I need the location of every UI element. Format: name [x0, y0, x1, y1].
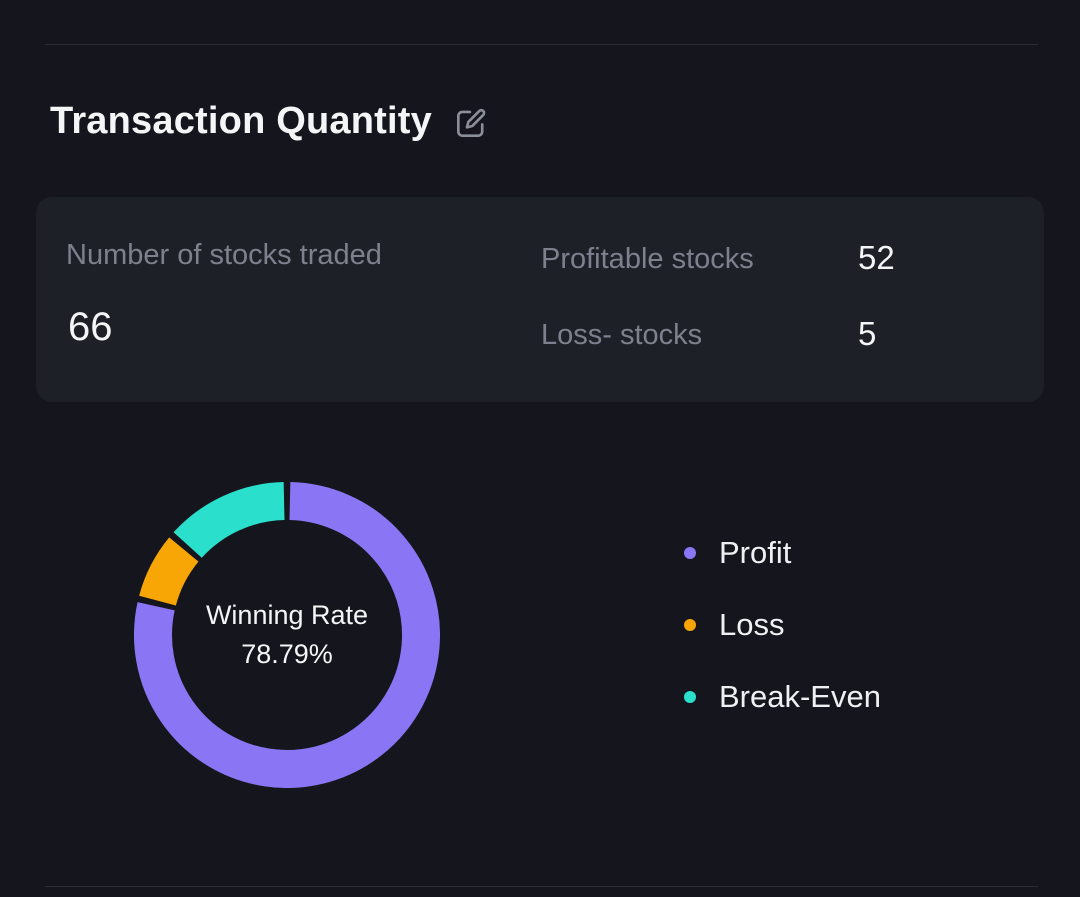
legend-item-break-even[interactable]: Break-Even: [684, 679, 881, 715]
chart-legend: Profit Loss Break-Even: [684, 535, 881, 715]
legend-dot-break-even: [684, 691, 696, 703]
edit-button[interactable]: [452, 105, 489, 142]
stats-card: Number of stocks traded 66 Profitable st…: [36, 197, 1044, 402]
donut-segment-break-even[interactable]: [173, 482, 286, 559]
legend-label-loss: Loss: [719, 607, 785, 642]
stat-label-loss-stocks: Loss- stocks: [541, 319, 703, 351]
donut-segment-profit[interactable]: [134, 482, 440, 788]
stat-label-profitable-stocks: Profitable stocks: [541, 243, 754, 275]
stat-label-stocks-traded: Number of stocks traded: [66, 239, 382, 271]
legend-label-profit: Profit: [719, 535, 792, 570]
legend-dot-profit: [684, 547, 696, 559]
stat-value-stocks-traded: 66: [68, 305, 113, 349]
legend-dot-loss: [684, 619, 696, 631]
stat-value-loss-stocks: 5: [858, 315, 877, 352]
winning-rate-donut-chart[interactable]: Winning Rate 78.79%: [134, 482, 440, 788]
legend-item-profit[interactable]: Profit: [684, 535, 881, 571]
legend-item-loss[interactable]: Loss: [684, 607, 881, 643]
bottom-divider: [45, 886, 1038, 887]
top-divider: [45, 44, 1038, 45]
stat-value-profitable-stocks: 52: [858, 239, 895, 276]
page-title: Transaction Quantity: [50, 100, 432, 142]
legend-label-break-even: Break-Even: [719, 679, 881, 714]
section-header: Transaction Quantity: [50, 100, 489, 143]
donut-segment-loss[interactable]: [139, 537, 199, 606]
donut-chart-svg: [134, 482, 440, 788]
edit-icon: [456, 108, 486, 137]
